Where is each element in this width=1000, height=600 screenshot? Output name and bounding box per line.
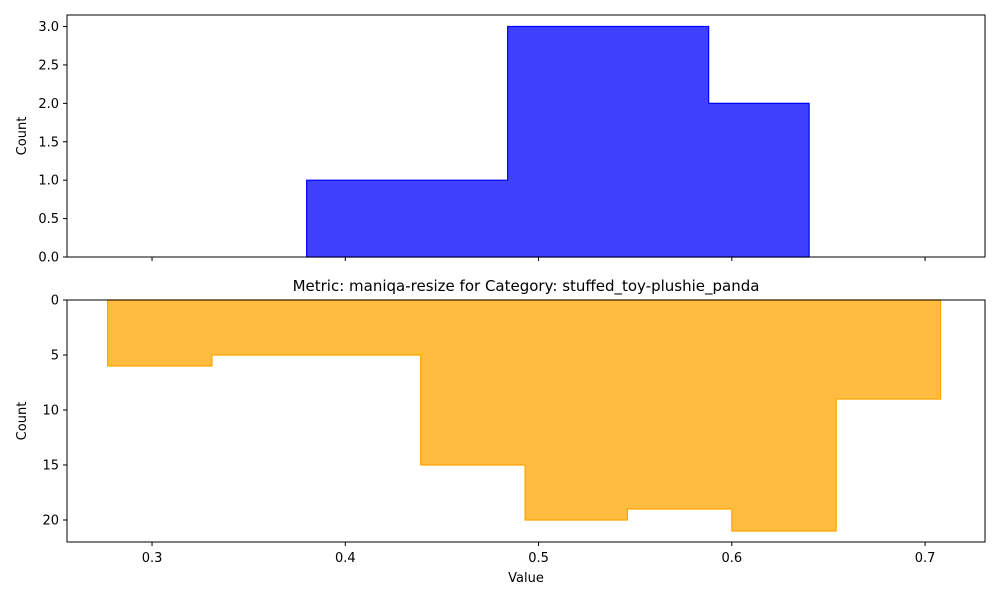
bottom-y-tick-label: 0: [51, 294, 59, 309]
bottom-chart-title: Metric: maniqa-resize for Category: stuf…: [293, 277, 760, 296]
bottom-histogram-area: [106, 299, 942, 532]
bottom-x-tick-label: 0.6: [721, 551, 742, 566]
top-y-tick-label: 2.5: [38, 58, 59, 73]
top-y-tick-label: 1.0: [38, 174, 59, 189]
bottom-y-tick-label: 10: [42, 404, 59, 419]
bottom-y-tick-label: 5: [51, 349, 59, 364]
top-y-tick-label: 0.5: [38, 212, 59, 227]
top-y-tick-label: 0.0: [38, 251, 59, 266]
top-y-tick-label: 1.5: [38, 135, 59, 150]
top-y-tick-label: 2.0: [38, 97, 59, 112]
bottom-x-tick-label: 0.7: [915, 551, 936, 566]
top-y-tick-label: 3.0: [38, 20, 59, 35]
top-y-axis-label: Count: [15, 117, 30, 156]
bottom-x-tick-label: 0.4: [335, 551, 356, 566]
bottom-y-axis-label: Count: [15, 402, 30, 441]
bottom-y-tick-label: 20: [42, 514, 59, 529]
top-histogram-panel: 0.0 0.5 1.0 1.5 2.0 2.5 3.0 Count: [15, 14, 986, 266]
bottom-x-axis-label: Value: [508, 571, 544, 586]
top-histogram-area: [306, 25, 810, 258]
bottom-x-tick-label: 0.5: [528, 551, 549, 566]
top-axes-frame: [66, 14, 986, 258]
bottom-y-tick-label: 15: [42, 459, 59, 474]
bottom-histogram-panel: 0 5 10 15 20 0.3 0.4 0.5 0.6 0.7 Count Value Metric:…: [15, 277, 986, 586]
bottom-x-tick-label: 0.3: [142, 551, 163, 566]
bottom-axes-frame: [66, 299, 986, 543]
